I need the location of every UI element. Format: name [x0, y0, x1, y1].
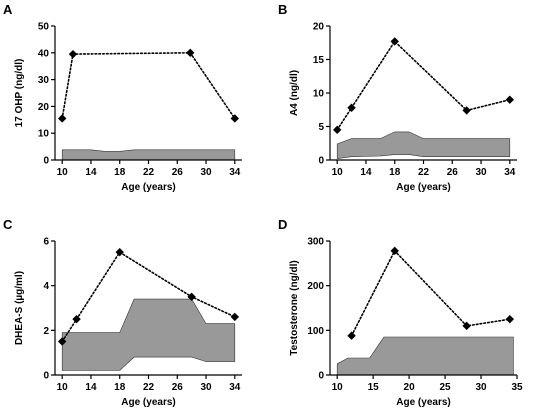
x-tick-label: 35: [511, 382, 523, 393]
chart-panel-d: D 0 100 200 300 10 15 20 25 30 35 Age (years) Testos…: [275, 215, 550, 414]
x-tick-label: 22: [418, 167, 430, 178]
y-tick-label: 6: [43, 237, 49, 248]
y-tick-label: 50: [38, 22, 50, 33]
x-axis-title: Age (years): [121, 397, 175, 408]
x-tick-label: 22: [143, 382, 155, 393]
series-line: [62, 53, 235, 119]
y-tick-label: 40: [38, 48, 50, 59]
y-tick-label: 5: [318, 122, 324, 133]
chart-svg: 0 2 4 6 10 14 18 22 26 30 34 Age (years) DHEA-S (µg/…: [0, 215, 275, 414]
x-tick-label: 14: [85, 167, 97, 178]
x-tick-label: 20: [404, 382, 416, 393]
x-tick-label: 34: [504, 167, 516, 178]
x-tick-label: 30: [475, 167, 487, 178]
x-tick-label: 15: [368, 382, 380, 393]
y-tick-label: 4: [43, 281, 49, 292]
x-tick-label: 26: [172, 167, 184, 178]
x-tick-label: 25: [440, 382, 452, 393]
y-axis-title: A4 (ng/dl): [289, 70, 300, 116]
reference-range-band: [337, 132, 510, 159]
y-tick-label: 100: [307, 326, 324, 337]
x-tick-label: 14: [360, 167, 372, 178]
y-tick-label: 30: [38, 75, 50, 86]
series-line: [337, 41, 510, 129]
data-point-diamond: [72, 315, 80, 323]
x-tick-label: 34: [229, 167, 241, 178]
chart-svg: 0 10 20 30 40 50 10 14 18 22 26 30 34 Age (years) 17 O…: [0, 0, 275, 200]
y-tick-label: 10: [38, 129, 50, 140]
y-tick-label: 200: [307, 281, 324, 292]
y-tick-label: 0: [43, 156, 49, 167]
reference-range-band: [62, 150, 235, 160]
reference-range-band: [62, 299, 235, 370]
x-tick-label: 10: [57, 167, 69, 178]
y-tick-label: 10: [313, 89, 325, 100]
x-tick-label: 30: [200, 167, 212, 178]
x-tick-label: 26: [447, 167, 459, 178]
x-tick-label: 18: [114, 382, 126, 393]
data-point-diamond: [506, 96, 514, 104]
x-tick-label: 30: [475, 382, 487, 393]
x-tick-label: 26: [172, 382, 184, 393]
x-tick-label: 10: [332, 167, 344, 178]
y-tick-label: 0: [318, 156, 324, 167]
x-tick-label: 10: [57, 382, 69, 393]
x-axis-title: Age (years): [121, 182, 175, 193]
data-point-diamond: [333, 126, 341, 134]
chart-panel-c: C 0 2 4 6 10 14 18 22 26 30 34 Age (years) DHEA-S (µg…: [0, 215, 275, 414]
x-axis-title: Age (years): [396, 397, 450, 408]
data-point-diamond: [347, 104, 355, 112]
x-tick-label: 18: [389, 167, 401, 178]
chart-svg: 0 100 200 300 10 15 20 25 30 35 Age (years) Testost…: [275, 215, 550, 414]
y-tick-label: 2: [43, 326, 49, 337]
y-tick-label: 0: [318, 371, 324, 382]
y-tick-label: 20: [313, 22, 325, 33]
data-point-diamond: [231, 114, 239, 122]
series-line: [352, 251, 510, 336]
y-tick-label: 20: [38, 102, 50, 113]
data-point-diamond: [116, 248, 124, 256]
y-axis-title: DHEA-S (µg/ml): [14, 271, 25, 345]
x-tick-label: 22: [143, 167, 155, 178]
x-axis-title: Age (years): [396, 182, 450, 193]
x-tick-label: 14: [85, 382, 97, 393]
reference-range-band: [337, 337, 513, 375]
chart-panel-a: A 0 10 20 30 40 50 10 14 18 22 26 30 34 Age (years) 17 …: [0, 0, 275, 200]
chart-panel-b: B 0 5 10 15 20 10 14 18 22 26 30 34 Age (years) A4 (ng…: [275, 0, 550, 200]
x-tick-label: 18: [114, 167, 126, 178]
data-point-diamond: [506, 315, 514, 323]
y-tick-label: 300: [307, 237, 324, 248]
data-point-diamond: [347, 331, 355, 339]
data-point-diamond: [231, 313, 239, 321]
y-axis-title: 17 OHP (ng/dl): [14, 59, 25, 128]
y-axis-title: Testosterone (ng/dl): [289, 260, 300, 355]
x-tick-label: 34: [229, 382, 241, 393]
x-tick-label: 30: [200, 382, 212, 393]
x-tick-label: 10: [332, 382, 344, 393]
chart-svg: 0 5 10 15 20 10 14 18 22 26 30 34 Age (years) A4 (ng/…: [275, 0, 550, 200]
data-point-diamond: [58, 114, 66, 122]
y-tick-label: 15: [313, 55, 325, 66]
data-point-diamond: [69, 50, 77, 58]
y-tick-label: 0: [43, 371, 49, 382]
